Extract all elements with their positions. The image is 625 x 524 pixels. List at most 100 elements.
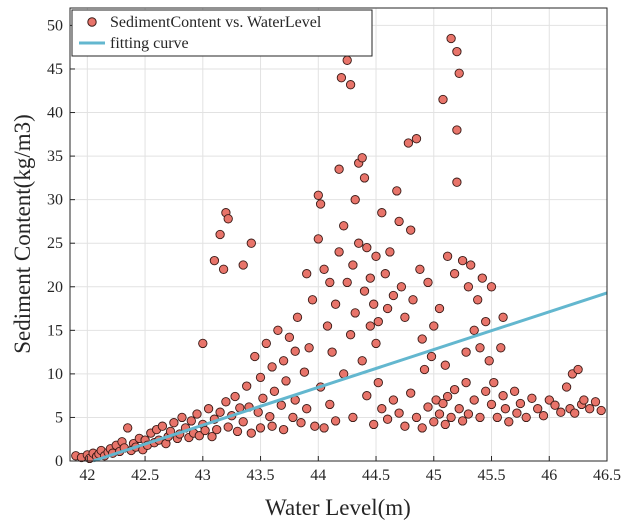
data-point [362,242,372,253]
data-point [388,395,399,405]
data-point [365,321,375,331]
data-point [550,400,560,410]
data-point [423,402,433,412]
data-point [573,364,583,375]
data-point [415,264,425,274]
data-point [426,351,437,362]
data-point [265,411,275,422]
y-tick-label: 10 [47,366,63,383]
data-point [369,299,379,309]
legend-label-fit: fitting curve [110,35,189,52]
data-point [313,190,323,200]
data-point [400,421,410,431]
x-tick-label: 43 [195,467,211,484]
data-point [209,255,220,266]
data-point [362,391,372,401]
data-point [385,247,395,257]
data-point [382,303,393,314]
data-point [313,234,323,244]
data-point [533,404,543,414]
data-point [223,422,233,432]
data-point [438,398,448,409]
data-point [246,428,256,438]
data-point [269,386,280,396]
data-point [440,360,450,370]
data-point [307,295,318,305]
data-point [302,269,312,279]
y-axis-label: Sediment Content(kg/m3) [10,114,35,354]
data-point [203,404,214,414]
data-point [292,312,303,322]
plot-area [69,7,608,464]
x-axis-label: Water Level(m) [265,495,411,520]
data-point [561,382,572,392]
data-point [377,404,387,414]
y-tick-label: 25 [47,235,63,252]
data-point [457,416,468,426]
data-point [446,412,456,423]
data-point [325,399,335,410]
data-point [452,125,462,135]
data-point [325,277,335,288]
data-point [452,46,462,57]
data-point [261,338,271,349]
data-point [319,264,329,274]
data-point [429,321,439,331]
data-point [570,408,580,418]
data-point [461,377,471,388]
data-point [330,299,341,309]
data-point [207,431,217,442]
data-point [218,264,229,274]
data-point [454,68,464,78]
data-point [304,343,314,353]
data-point [322,321,333,331]
data-point [369,419,379,430]
data-point [463,409,474,419]
data-point [521,412,531,423]
data-point [484,356,494,366]
data-point [442,391,453,402]
data-point [446,33,456,44]
data-point [359,173,370,183]
data-point [273,325,283,335]
data-point [288,412,298,423]
x-tick-label: 46.5 [593,467,621,484]
data-point [281,376,291,386]
data-point [315,199,326,209]
data-point [267,362,277,372]
data-point [411,134,422,144]
data-point [394,408,404,418]
data-point [417,334,427,344]
data-point [527,393,537,403]
data-point [509,386,520,396]
data-point [157,421,168,431]
data-point [452,177,462,187]
data-point [238,260,248,270]
data-point [429,417,439,427]
data-point [406,225,416,235]
data-point [469,325,479,335]
data-point [215,407,225,417]
data-point [544,395,554,405]
legend-box [71,9,373,57]
data-point [408,295,418,305]
data-point [357,356,367,366]
y-tick-label: 5 [55,409,63,426]
data-point [342,277,352,288]
data-point [348,412,358,423]
data-point [388,290,399,301]
data-point [342,55,352,65]
data-point [498,391,508,401]
data-point [194,431,204,441]
data-point [299,367,310,377]
data-point [434,303,445,314]
data-point [419,364,430,375]
data-point [359,286,370,296]
data-point [310,421,320,431]
data-point [504,417,514,427]
data-point [411,412,422,423]
data-point [373,377,383,388]
x-axis-ticks: 42 42.5 43 43.5 44 44.5 45 45.5 46 46.5 [79,456,621,484]
data-point [585,404,595,414]
